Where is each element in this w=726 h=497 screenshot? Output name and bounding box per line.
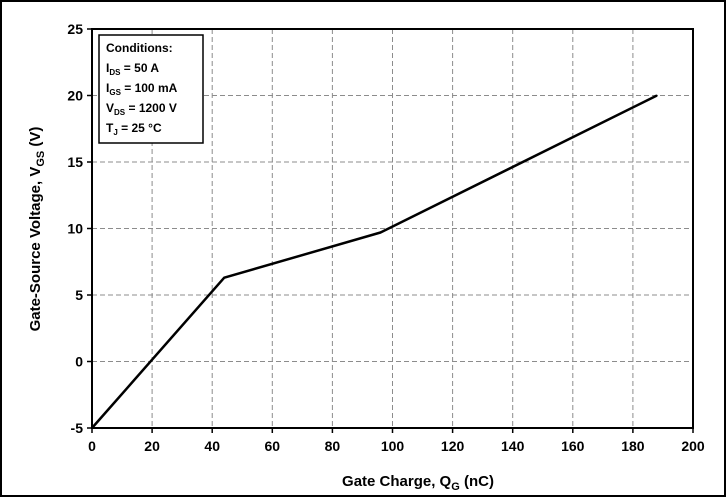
data-point bbox=[379, 231, 382, 234]
y-axis-label: Gate-Source Voltage, VGS (V) bbox=[27, 127, 47, 332]
conditions-box-border bbox=[98, 34, 204, 144]
conditions-title: Conditions: bbox=[106, 41, 173, 55]
x-tick-label: 120 bbox=[441, 438, 465, 454]
x-tick-label: 80 bbox=[325, 438, 341, 454]
series-layer bbox=[91, 94, 658, 429]
x-tick-label: 180 bbox=[621, 438, 645, 454]
x-tick-label: 0 bbox=[88, 438, 96, 454]
x-axis-label: Gate Charge, QG (nC) bbox=[342, 473, 494, 493]
condition-igs: IGS = 100 mA bbox=[106, 81, 178, 97]
y-tick-labels: -5 0 5 10 15 20 25 bbox=[67, 21, 83, 436]
x-tick-label: 100 bbox=[381, 438, 405, 454]
y-tick-label: 0 bbox=[75, 354, 83, 370]
x-tick-labels: 0 20 40 60 80 100 120 140 160 180 200 bbox=[88, 438, 705, 454]
y-tick-label: -5 bbox=[71, 420, 84, 436]
conditions-box: Conditions: IDS = 50 A IGS = 100 mA VDS … bbox=[98, 34, 204, 144]
x-tick-label: 160 bbox=[561, 438, 585, 454]
series-line-0 bbox=[91, 94, 658, 429]
x-tick-label: 60 bbox=[265, 438, 281, 454]
data-point bbox=[91, 427, 93, 429]
x-tick-label: 40 bbox=[204, 438, 220, 454]
x-tick-label: 140 bbox=[501, 438, 525, 454]
condition-vds: VDS = 1200 V bbox=[106, 101, 177, 117]
condition-tj: TJ = 25 °C bbox=[106, 121, 162, 137]
data-point bbox=[223, 276, 226, 279]
y-tick-label: 20 bbox=[67, 88, 83, 104]
y-tick-label: 15 bbox=[67, 154, 83, 170]
x-tick-label: 200 bbox=[681, 438, 705, 454]
y-tick-label: 10 bbox=[67, 221, 83, 237]
x-tick-label: 20 bbox=[144, 438, 160, 454]
y-tick-label: 25 bbox=[67, 21, 83, 37]
tick-marks bbox=[87, 28, 694, 433]
y-tick-label: 5 bbox=[75, 287, 83, 303]
condition-ids: IDS = 50 A bbox=[106, 61, 159, 77]
data-point bbox=[656, 94, 658, 97]
